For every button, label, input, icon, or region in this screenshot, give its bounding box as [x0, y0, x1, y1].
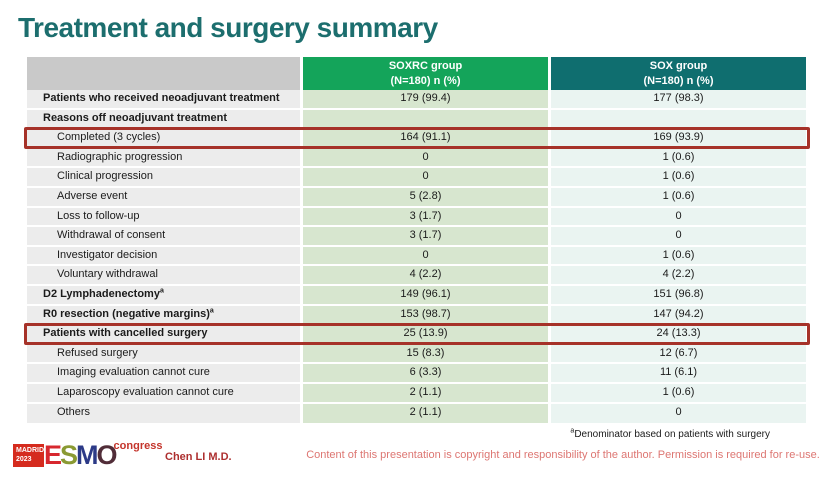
esmo-congress-logo: MADRID 2023 ESMOcongress [13, 440, 162, 472]
header-cell-sox-group: SOX group (N=180) n (%) [551, 57, 806, 90]
soxrc-value: 15 (8.3) [303, 344, 548, 365]
sox-value: 0 [551, 227, 806, 247]
soxrc-value: 4 (2.2) [303, 266, 548, 286]
soxrc-value: 5 (2.8) [303, 187, 548, 208]
row-label: Refused surgery [27, 344, 300, 365]
esmo-letter: E [44, 440, 62, 470]
soxrc-value: 149 (96.1) [303, 285, 548, 306]
row-label: D2 Lymphadenectomya [27, 285, 300, 306]
soxrc-value: 3 (1.7) [303, 227, 548, 247]
esmo-letter: M [76, 440, 98, 470]
table-row: Reasons off neoadjuvant treatment [27, 109, 806, 130]
row-label: R0 resection (negative margins)a [27, 305, 300, 326]
table-row: Withdrawal of consent 3 (1.7) 0 [27, 227, 806, 247]
row-label-superscript: a [159, 287, 164, 295]
row-label: Others [27, 403, 300, 424]
table-row: Laparoscopy evaluation cannot cure 2 (1.1… [27, 383, 806, 404]
sox-value [551, 109, 806, 130]
row-label: Adverse event [27, 187, 300, 208]
footnote-text: Denominator based on patients with surge… [574, 429, 770, 440]
sox-value: 1 (0.6) [551, 187, 806, 208]
sox-value: 0 [551, 403, 806, 424]
sox-value: 169 (93.9) [551, 129, 806, 149]
sox-value: 177 (98.3) [551, 90, 806, 110]
sox-value: 0 [551, 207, 806, 228]
sox-value: 1 (0.6) [551, 246, 806, 267]
soxrc-value: 153 (98.7) [303, 305, 548, 326]
row-label-superscript: a [209, 306, 214, 314]
esmo-letter: S [60, 440, 78, 470]
header-soxrc-line2: (N=180) n (%) [390, 74, 461, 87]
header-cell-soxrc-group: SOXRC group (N=180) n (%) [303, 57, 548, 90]
summary-table: SOXRC group (N=180) n (%) SOX group (N=1… [24, 57, 810, 424]
sox-value: 1 (0.6) [551, 383, 806, 404]
sox-value: 4 (2.2) [551, 266, 806, 286]
sox-value: 1 (0.6) [551, 148, 806, 169]
soxrc-value: 179 (99.4) [303, 90, 548, 110]
sox-value: 12 (6.7) [551, 344, 806, 365]
table-row: Investigator decision 0 1 (0.6) [27, 246, 806, 267]
header-sox-line2: (N=180) n (%) [643, 74, 714, 87]
soxrc-value: 6 (3.3) [303, 364, 548, 384]
row-label: Withdrawal of consent [27, 227, 300, 247]
row-label: Patients with cancelled surgery [27, 325, 300, 345]
header-sox-line1: SOX group [649, 60, 708, 73]
header-cell-labels [27, 57, 300, 90]
table-row: Completed (3 cycles) 164 (91.1) 169 (93.9) [24, 127, 810, 149]
table-row: Loss to follow-up 3 (1.7) 0 [27, 207, 806, 228]
copyright-notice: Content of this presentation is copyrigh… [306, 449, 820, 461]
row-label: Voluntary withdrawal [27, 266, 300, 286]
row-label: Radiographic progression [27, 148, 300, 169]
row-label: Imaging evaluation cannot cure [27, 364, 300, 384]
table-footnote: aDenominator based on patients with surg… [570, 427, 770, 440]
congress-label: congress [113, 440, 163, 452]
table-row: Clinical progression 0 1 (0.6) [27, 168, 806, 188]
row-label: Laparoscopy evaluation cannot cure [27, 383, 300, 404]
sox-value: 151 (96.8) [551, 285, 806, 306]
table-row: Imaging evaluation cannot cure 6 (3.3) 11 … [27, 364, 806, 384]
esmo-wordmark: ESMO [44, 440, 118, 470]
soxrc-value: 164 (91.1) [303, 129, 548, 149]
page-title: Treatment and surgery summary [18, 12, 438, 43]
table-row: Patients with cancelled surgery 25 (13.9)… [24, 323, 810, 345]
logo-city: MADRID [16, 447, 44, 454]
soxrc-value: 0 [303, 246, 548, 267]
sox-value: 11 (6.1) [551, 364, 806, 384]
row-label: Investigator decision [27, 246, 300, 267]
sox-value: 24 (13.3) [551, 325, 806, 345]
table-row: Patients who received neoadjuvant treatm… [27, 90, 806, 110]
row-label: Reasons off neoadjuvant treatment [27, 109, 300, 130]
soxrc-value: 25 (13.9) [303, 325, 548, 345]
esmo-letter: O [96, 440, 118, 470]
table-row: R0 resection (negative margins)a 153 (98.… [27, 305, 806, 326]
sox-value: 1 (0.6) [551, 168, 806, 188]
soxrc-value: 2 (1.1) [303, 403, 548, 424]
table-row: Others 2 (1.1) 0 [27, 403, 806, 424]
soxrc-value: 0 [303, 148, 548, 169]
header-soxrc-line1: SOXRC group [388, 60, 463, 73]
logo-year: 2023 [16, 456, 32, 464]
author-name: Chen LI M.D. [165, 451, 232, 463]
table-row: Refused surgery 15 (8.3) 12 (6.7) [27, 344, 806, 365]
soxrc-value: 2 (1.1) [303, 383, 548, 404]
table-row: Voluntary withdrawal 4 (2.2) 4 (2.2) [27, 266, 806, 286]
soxrc-value: 0 [303, 168, 548, 188]
table-row: Radiographic progression 0 1 (0.6) [27, 148, 806, 169]
summary-table-body: Patients who received neoadjuvant treatm… [24, 90, 810, 424]
table-row: Adverse event 5 (2.8) 1 (0.6) [27, 187, 806, 208]
sox-value: 147 (94.2) [551, 305, 806, 326]
soxrc-value [303, 109, 548, 130]
row-label: Clinical progression [27, 168, 300, 188]
row-label: Loss to follow-up [27, 207, 300, 228]
table-header-row: SOXRC group (N=180) n (%) SOX group (N=1… [27, 57, 806, 90]
footnote-superscript: a [570, 427, 575, 435]
row-label: Patients who received neoadjuvant treatm… [27, 90, 300, 110]
row-label: Completed (3 cycles) [27, 129, 300, 149]
soxrc-value: 3 (1.7) [303, 207, 548, 228]
madrid-2023-badge: MADRID 2023 [13, 444, 44, 467]
table-row: D2 Lymphadenectomya 149 (96.1) 151 (96.8) [27, 285, 806, 306]
